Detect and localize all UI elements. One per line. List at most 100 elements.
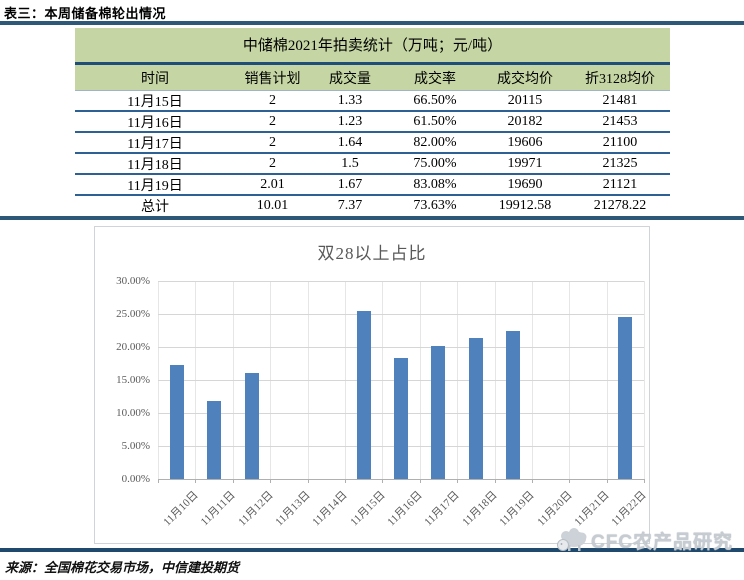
x-axis-line: [158, 479, 644, 480]
x-axis-tick: [270, 479, 272, 483]
table-cell: 19912.58: [498, 197, 552, 213]
column-header: 折3128均价: [585, 71, 655, 87]
x-axis-tick: [195, 479, 197, 483]
y-tick-label: 15.00%: [116, 374, 150, 386]
source-note: 来源：全国棉花交易市场，中信建投期货: [5, 560, 240, 575]
x-axis-tick: [494, 479, 496, 483]
y-tick-label: 10.00%: [116, 407, 150, 419]
x-axis-tick: [419, 479, 421, 483]
table-cell: 1.67: [337, 176, 363, 192]
table-cell: 82.00%: [413, 134, 457, 150]
table-cell: 1.5: [341, 155, 359, 171]
bar: [618, 316, 633, 479]
table-cell: 总计: [141, 199, 169, 215]
table-title: 中储棉2021年拍卖统计（万吨；元/吨）: [75, 28, 670, 62]
page-title: 表三：本周储备棉轮出情况: [4, 6, 167, 21]
table-cell: 20115: [507, 92, 543, 108]
table-row: 总计 10.01 7.37 73.63% 19912.58 21278.22: [75, 194, 670, 215]
y-tick-label: 25.00%: [116, 308, 150, 320]
table-cell: 19606: [507, 134, 543, 150]
x-tick-label: 11月14日: [310, 489, 350, 529]
table-cell: 21278.22: [593, 197, 647, 213]
x-axis-tick: [569, 479, 571, 483]
horizontal-gridline: [158, 281, 644, 282]
x-tick-label: 11月17日: [422, 489, 462, 529]
bar: [169, 364, 184, 479]
x-axis-tick: [158, 479, 159, 483]
table-cell: 21481: [602, 92, 638, 108]
table-row: 11月15日 2 1.33 66.50% 20115 21481: [75, 90, 670, 110]
table-cell: 21121: [602, 176, 638, 192]
table-cell: 21100: [602, 134, 638, 150]
table-cell: 11月19日: [127, 178, 183, 194]
x-tick-label: 11月20日: [534, 489, 575, 529]
table-cell: 1.23: [337, 113, 363, 129]
bar: [394, 358, 408, 479]
x-axis-tick: [344, 479, 346, 483]
bar: [468, 337, 483, 479]
table-cell: 2: [269, 113, 276, 129]
x-axis-tick: [644, 479, 645, 483]
x-tick-label: 11月10日: [160, 489, 201, 529]
table-cell: 73.63%: [413, 197, 457, 213]
x-tick-label: 11月13日: [273, 489, 313, 529]
horizontal-gridline: [158, 314, 644, 315]
horizontal-gridline: [158, 347, 644, 348]
table-row: 11月18日 2 1.5 75.00% 19971 21325: [75, 152, 670, 173]
x-tick-label: 11月19日: [497, 489, 537, 529]
table-cell: 1.33: [337, 92, 363, 108]
table-cell: 83.08%: [413, 176, 457, 192]
column-header: 成交均价: [497, 71, 553, 87]
x-tick-label: 11月11日: [198, 489, 238, 529]
table-cell: 1.64: [337, 134, 363, 150]
table-cell: 2: [269, 92, 276, 108]
x-tick-label: 11月21日: [572, 489, 612, 529]
column-header: 成交率: [414, 71, 456, 87]
x-tick-label: 11月18日: [460, 489, 500, 529]
column-header: 时间: [141, 71, 169, 87]
x-axis-tick: [531, 479, 533, 483]
table-row: 11月19日 2.01 1.67 83.08% 19690 21121: [75, 173, 670, 194]
column-header: 成交量: [329, 71, 371, 87]
top-divider: [0, 21, 744, 25]
bar: [207, 401, 222, 479]
table-cell: 19690: [507, 176, 543, 192]
table-cell: 2: [269, 155, 276, 171]
x-axis-tick: [232, 479, 234, 483]
x-axis-tick: [457, 479, 459, 483]
x-axis-tick: [307, 479, 309, 483]
column-header: 销售计划: [244, 71, 301, 87]
table-cell: 66.50%: [413, 92, 457, 108]
table-cell: 2: [269, 134, 276, 150]
table-cell: 61.50%: [413, 113, 457, 129]
vertical-gridline: [644, 281, 645, 479]
y-tick-label: 5.00%: [121, 440, 150, 452]
bar: [506, 331, 521, 479]
table-cell: 21325: [602, 155, 638, 171]
x-axis-tick: [606, 479, 608, 483]
bar: [431, 346, 446, 479]
y-tick-label: 0.00%: [121, 473, 150, 485]
table-row: 11月17日 2 1.64 82.00% 19606 21100: [75, 131, 670, 152]
sheep-logo-icon: [557, 527, 587, 551]
table-cell: 10.01: [256, 197, 289, 213]
x-tick-label: 11月22日: [609, 489, 649, 529]
table-title-divider: [75, 62, 670, 65]
x-tick-label: 11月16日: [385, 489, 425, 529]
table-cell: 75.00%: [413, 155, 457, 171]
bar: [244, 373, 259, 479]
table-row: 11月16日 2 1.23 61.50% 20182 21453: [75, 110, 670, 131]
table-cell: 11月17日: [127, 136, 183, 152]
auction-stats-table: 中储棉2021年拍卖统计（万吨；元/吨） 时间 销售计划 成交量 成交率 成交均价 折31…: [75, 28, 670, 215]
table-cell: 11月15日: [127, 94, 183, 110]
watermark: CFC农产品研究: [556, 527, 733, 554]
table-header-row: 时间 销售计划 成交量 成交率 成交均价 折3128均价: [75, 65, 670, 90]
bottom-divider: [0, 548, 744, 552]
x-tick-label: 11月15日: [347, 489, 388, 529]
table-cell: 19971: [507, 155, 543, 171]
x-tick-label: 11月12日: [235, 489, 276, 529]
table-cell: 21453: [602, 113, 638, 129]
bar-chart: 双28以上占比 0.00% 5.00% 10.00% 15.00% 20.00% 25.0…: [94, 226, 650, 544]
x-axis-tick: [382, 479, 384, 483]
